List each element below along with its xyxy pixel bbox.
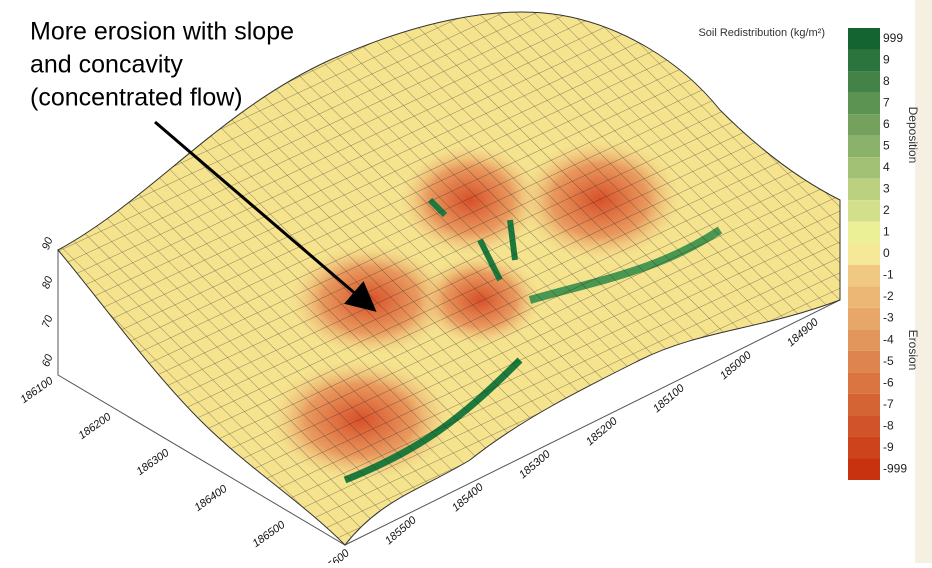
legend-label: -8 (883, 418, 894, 432)
legend-title: Soil Redistribution (kg/m²) (698, 27, 825, 39)
legend-swatch (848, 265, 880, 287)
legend-swatch (848, 329, 880, 351)
axis-tick-label: 186100 (18, 375, 56, 406)
legend-swatch (848, 179, 880, 201)
axis-tick-label: 186400 (192, 483, 230, 514)
annotation: More erosion with slope (30, 18, 294, 46)
annotation: and concavity (30, 51, 183, 79)
axis-tick-label: 186200 (76, 411, 114, 442)
legend-label: -5 (883, 354, 894, 368)
legend-label: -6 (883, 375, 894, 389)
axis-tick-label: 70 (40, 313, 56, 329)
legend-swatch (848, 286, 880, 308)
legend-label: -3 (883, 311, 894, 325)
legend-swatch (848, 415, 880, 437)
legend-label: 2 (883, 203, 890, 217)
legend-label: 7 (883, 96, 890, 110)
axis-tick-label: 186500 (250, 519, 288, 550)
legend-side-label: Deposition (906, 107, 920, 164)
legend-swatch (848, 114, 880, 136)
legend-swatch (848, 222, 880, 244)
legend-swatch (848, 351, 880, 373)
legend-label: -999 (883, 461, 907, 475)
side-strip (915, 0, 932, 563)
legend-label: 999 (883, 31, 903, 45)
legend-label: -1 (883, 268, 894, 282)
legend-swatch (848, 394, 880, 416)
legend-label: 8 (883, 74, 890, 88)
legend-label: 3 (883, 182, 890, 196)
legend-label: 5 (883, 139, 890, 153)
legend-label: -7 (883, 397, 894, 411)
axis-tick-label: 80 (40, 274, 56, 290)
axis-tick-label: 60 (40, 352, 56, 368)
legend-label: 0 (883, 246, 890, 260)
legend-swatch (848, 437, 880, 459)
legend-label: 9 (883, 52, 890, 66)
legend-label: 4 (883, 160, 890, 174)
legend-label: -4 (883, 332, 894, 346)
legend-label: -9 (883, 440, 894, 454)
legend-side-label: Erosion (906, 330, 920, 371)
legend-label: -2 (883, 289, 894, 303)
legend-swatch (848, 372, 880, 394)
legend-label: 1 (883, 225, 890, 239)
legend-swatch (848, 93, 880, 115)
axis-tick-label: 185600 (316, 547, 353, 563)
legend-swatch (848, 157, 880, 179)
legend-swatch (848, 243, 880, 265)
figure: More erosion with slope and concavity (c… (0, 0, 932, 563)
legend-label: 6 (883, 117, 890, 131)
legend-swatch (848, 50, 880, 72)
annotation: (concentrated flow) (30, 84, 243, 112)
legend-swatch (848, 200, 880, 222)
legend-swatch (848, 136, 880, 158)
legend-swatch (848, 28, 880, 50)
axis-tick-label: 186300 (134, 447, 172, 478)
axis-tick-label: 90 (40, 235, 56, 251)
legend-swatch (848, 458, 880, 480)
legend-swatch (848, 71, 880, 93)
legend-swatch (848, 308, 880, 330)
